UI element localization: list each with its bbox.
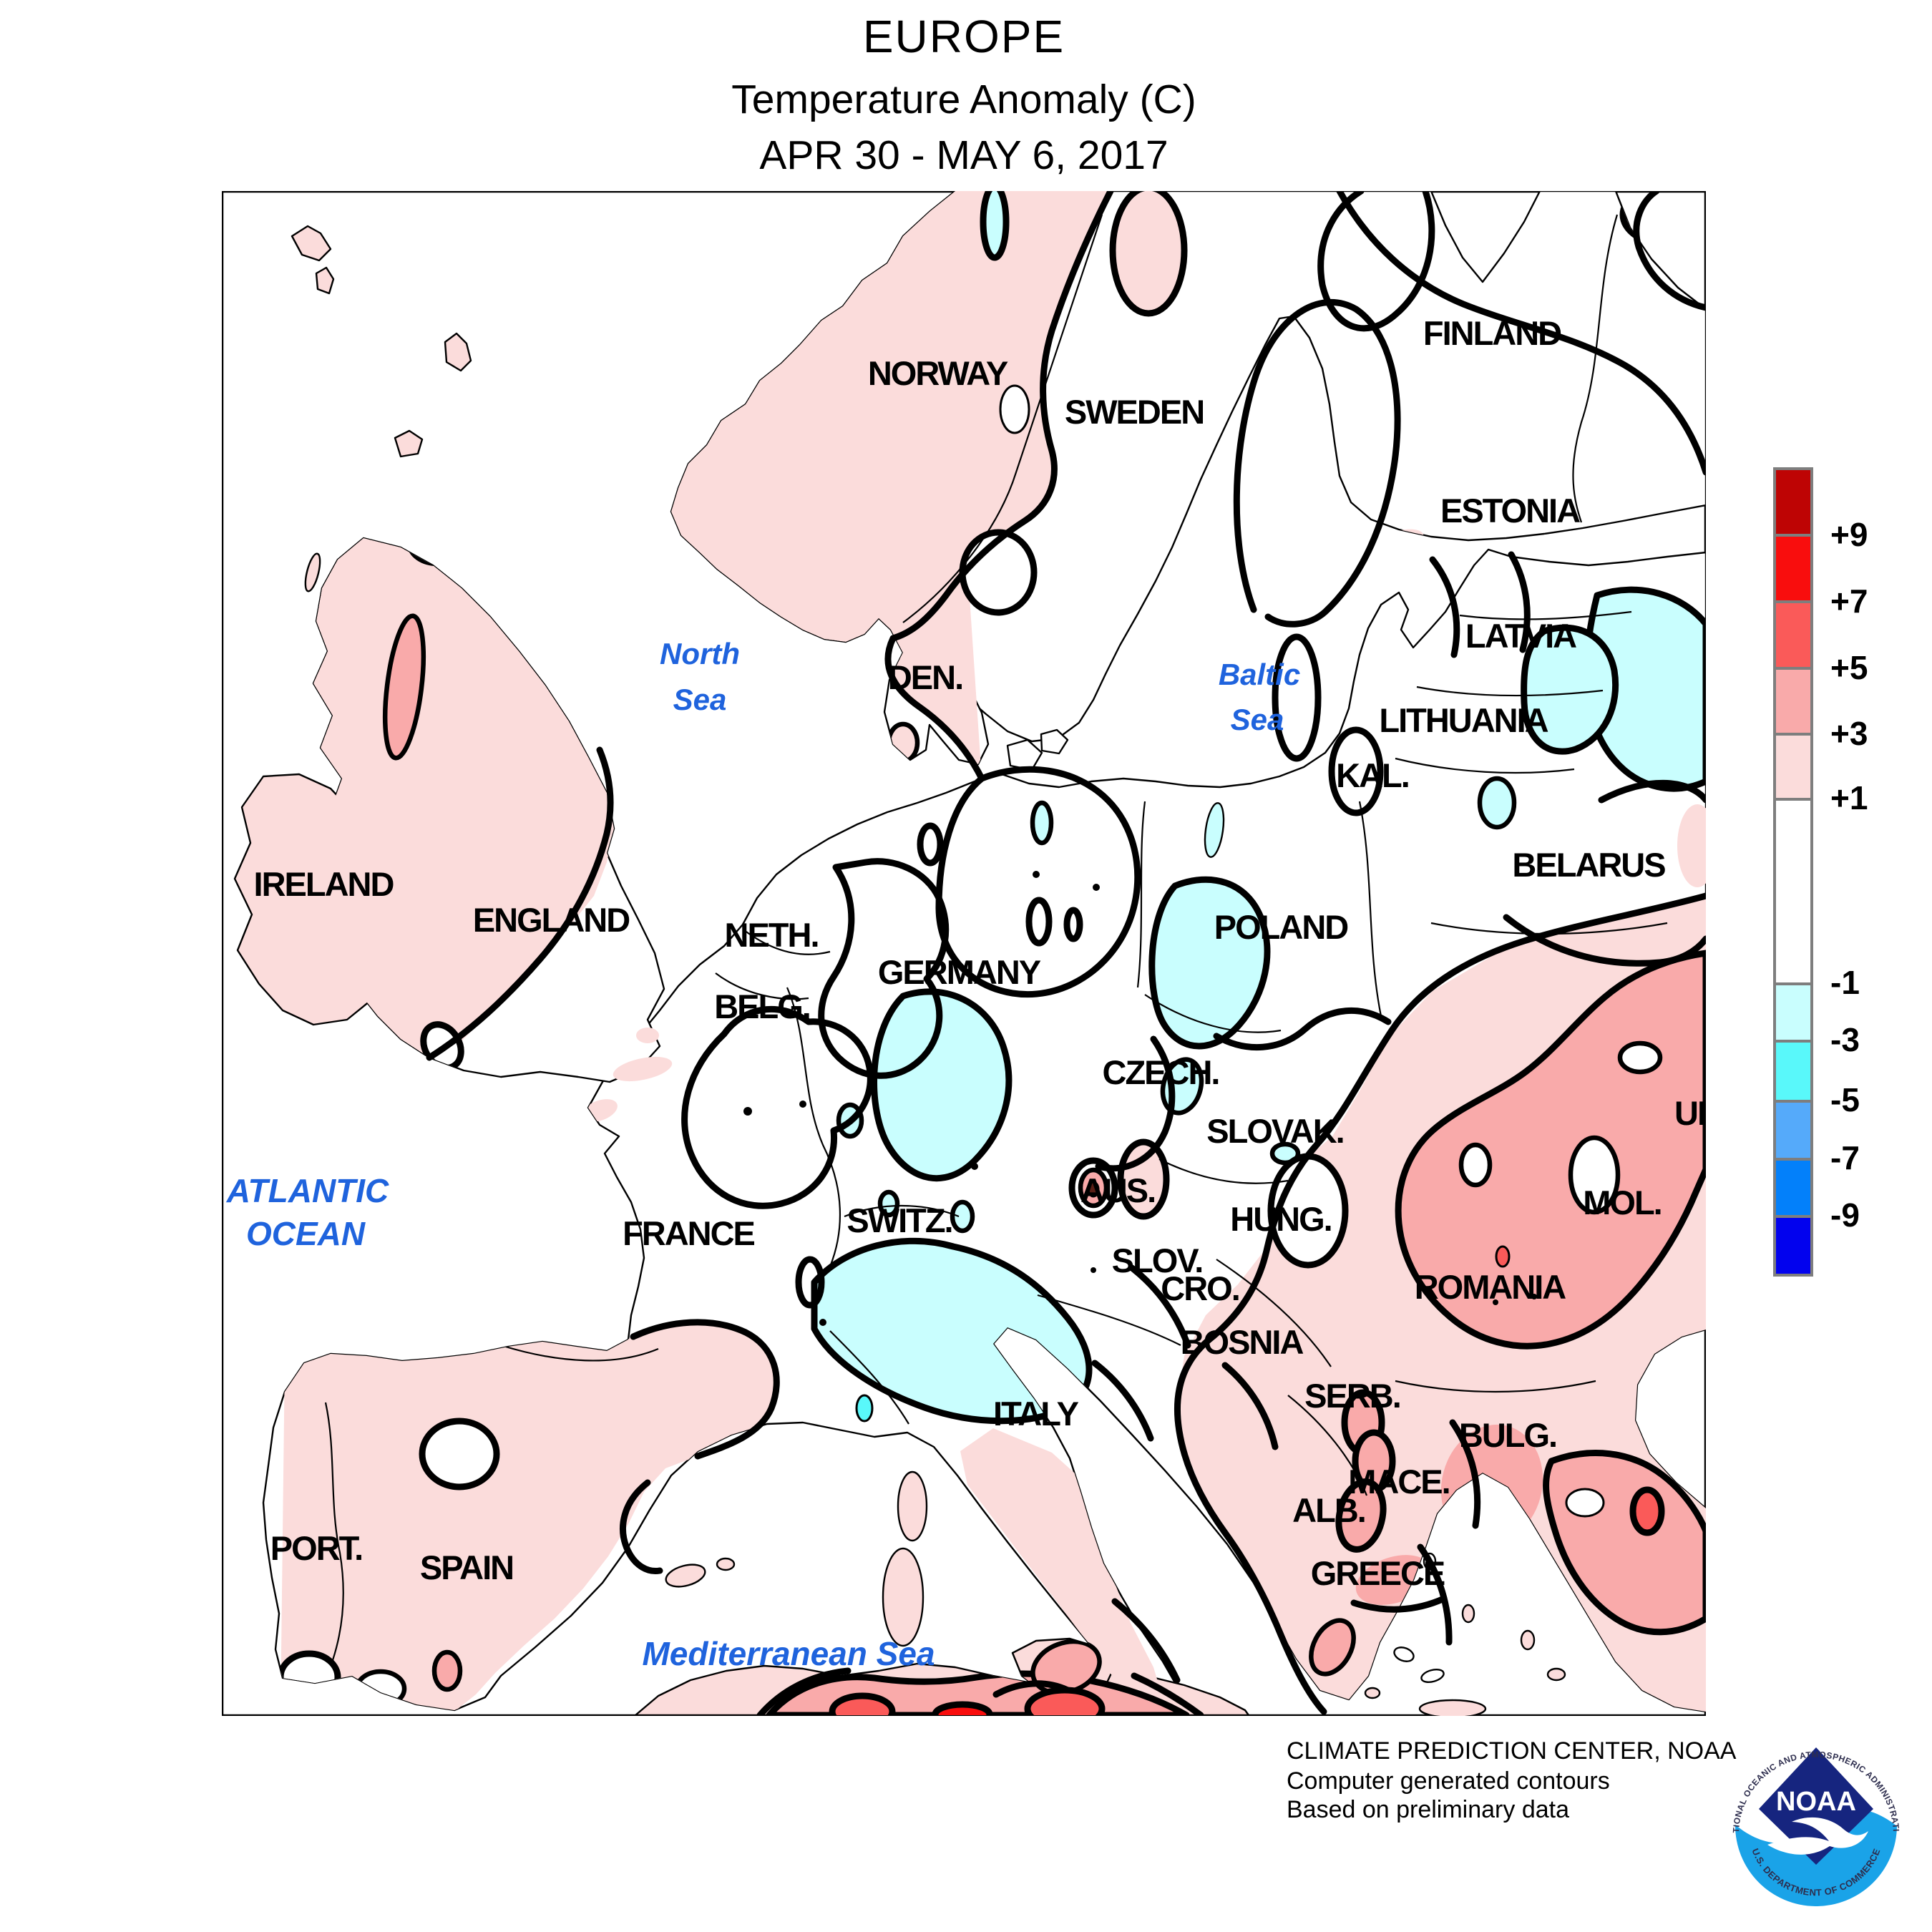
south-italy-warm-region [960, 1428, 1166, 1710]
label-poland: POLAND [1214, 908, 1348, 946]
credit-line-2: Computer generated contours [1287, 1767, 1610, 1795]
label-baltic-sea-1: Baltic [1219, 658, 1300, 691]
legend-label-p5: +5 [1830, 649, 1868, 686]
legend-box-m5to7 [1773, 1100, 1813, 1161]
map-date-range: APR 30 - MAY 6, 2017 [759, 132, 1169, 178]
hebrides-island [304, 552, 321, 592]
map-title: EUROPE [862, 11, 1065, 62]
label-lithuania: LITHUANIA [1379, 701, 1548, 739]
credit-line-1: CLIMATE PREDICTION CENTER, NOAA [1287, 1737, 1737, 1765]
legend-box-p5to7 [1773, 600, 1813, 670]
label-atlantic-1: ATLANTIC [226, 1172, 389, 1209]
label-bosnia: BOSNIA [1181, 1323, 1304, 1361]
legend-label-m5: -5 [1830, 1081, 1860, 1118]
label-north-sea-2: Sea [673, 683, 727, 716]
contour-lines [426, 191, 1706, 1716]
map-labels: NORWAY SWEDEN FINLAND ESTONIA LATVIA LIT… [226, 314, 1706, 1672]
corsica-island [897, 1470, 928, 1542]
label-austria: AUS. [1080, 1171, 1155, 1209]
label-serbia: SERB. [1304, 1377, 1400, 1415]
label-atlantic-2: OCEAN [246, 1215, 366, 1252]
label-czech: CZECH. [1103, 1053, 1219, 1091]
legend-label-m1: -1 [1830, 964, 1860, 1001]
label-slovenia: SLOV. [1112, 1241, 1203, 1279]
legend-label-p3: +3 [1830, 715, 1868, 752]
label-mediterranean: Mediterranean Sea [642, 1635, 935, 1672]
legend-label-p1: +1 [1830, 779, 1868, 816]
map-subtitle: Temperature Anomaly (C) [731, 77, 1196, 122]
legend-box-m1to3 [1773, 982, 1813, 1043]
legend-label-m3: -3 [1830, 1021, 1860, 1058]
greek-islands [1364, 1552, 1566, 1716]
label-netherlands: NETH. [725, 916, 819, 954]
label-sweden: SWEDEN [1065, 393, 1204, 431]
label-ireland: IRELAND [254, 865, 394, 903]
label-romania: ROMANIA [1415, 1268, 1566, 1306]
label-denmark: DEN. [888, 658, 962, 696]
label-germany: GERMANY [878, 953, 1041, 991]
germany-cool-region [871, 988, 1013, 1182]
danish-islands [1006, 728, 1069, 771]
menorca-island [716, 1557, 736, 1571]
shetland-islands [444, 332, 472, 372]
label-finland: FINLAND [1423, 314, 1561, 352]
sardinia-island [882, 1547, 924, 1647]
credit-line-3: Based on preliminary data [1287, 1796, 1570, 1823]
norway-warm-region [671, 191, 1111, 779]
label-latvia: LATVIA [1465, 617, 1576, 655]
mallorca-island [665, 1563, 706, 1588]
label-greece: GREECE [1311, 1554, 1445, 1592]
nw-turkey-warm-region [1543, 1450, 1706, 1636]
poland-cool-region [1148, 876, 1271, 1050]
label-france: FRANCE [623, 1214, 754, 1252]
label-moldova: MOL. [1583, 1184, 1661, 1221]
orkney-islands [394, 429, 424, 458]
legend-box-m1top1 [1773, 798, 1813, 985]
label-hungary: HUNG. [1230, 1200, 1331, 1238]
legend-box-p3to5 [1773, 667, 1813, 736]
label-portugal: PORT. [270, 1529, 362, 1567]
legend-box-below9 [1773, 1215, 1813, 1277]
legend-box-p7to9 [1773, 534, 1813, 603]
label-spain: SPAIN [420, 1548, 513, 1586]
label-baltic-sea-2: Sea [1231, 703, 1284, 736]
land-layer [233, 191, 1706, 1716]
legend-label-m7: -7 [1830, 1139, 1860, 1176]
label-slovakia: SLOVAK. [1206, 1112, 1343, 1150]
noaa-logo: NOAA NATIONAL OCEANIC AND ATMOSPHERIC AD… [1723, 1730, 1908, 1916]
legend-box-above9 [1773, 467, 1813, 537]
label-albania: ALB. [1292, 1491, 1365, 1529]
logo-acronym: NOAA [1776, 1787, 1856, 1817]
legend-label-m9: -9 [1830, 1196, 1860, 1234]
legend-label-p9: +9 [1830, 516, 1868, 553]
legend-box-m3to5 [1773, 1040, 1813, 1103]
label-switzerland: SWITZ. [847, 1201, 952, 1239]
label-croatia: CRO. [1161, 1269, 1239, 1307]
label-kaliningrad: KAL. [1336, 756, 1409, 794]
label-north-sea-1: North [660, 637, 740, 670]
legend-box-m7to9 [1773, 1158, 1813, 1218]
label-macedonia: MACE. [1348, 1463, 1449, 1501]
europe-anomaly-map: NORWAY SWEDEN FINLAND ESTONIA LATVIA LIT… [222, 191, 1706, 1716]
label-belarus: BELARUS [1512, 846, 1665, 884]
label-ukraine: UK [1674, 1094, 1706, 1132]
anomaly-patches [277, 191, 1706, 1715]
label-estonia: ESTONIA [1440, 492, 1580, 530]
faroe-islands [291, 225, 335, 295]
label-italy: ITALY [993, 1395, 1079, 1433]
gotland-island [1204, 802, 1225, 858]
logo-seagull-icon [1767, 1817, 1868, 1855]
legend-label-p7: +7 [1830, 582, 1868, 620]
label-england: ENGLAND [473, 901, 629, 939]
iberia-warm-region [280, 1322, 777, 1712]
label-belgium: BELG. [714, 987, 810, 1025]
contour-dots [743, 871, 1537, 1326]
label-bulgaria: BULG. [1459, 1416, 1556, 1454]
label-norway: NORWAY [868, 354, 1008, 392]
latvia-cool-region [1521, 624, 1619, 755]
legend-box-p1to3 [1773, 733, 1813, 801]
